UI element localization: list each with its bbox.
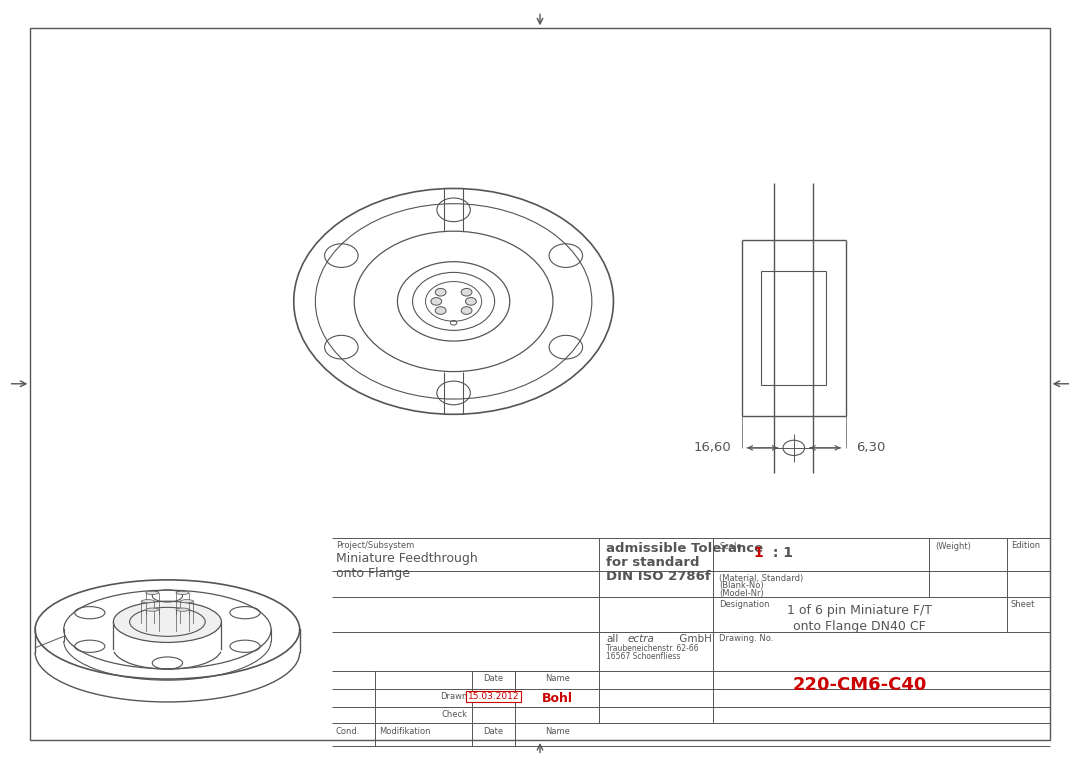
Text: for standard: for standard [606,556,700,569]
Text: (Model-Nr): (Model-Nr) [719,589,764,598]
Text: all: all [606,634,618,644]
Ellipse shape [176,591,189,594]
Circle shape [435,307,446,314]
Text: Miniature Feedthrough: Miniature Feedthrough [336,552,477,565]
Text: onto Flange: onto Flange [336,567,410,580]
Text: Scale: Scale [719,542,742,551]
Circle shape [435,288,446,296]
Text: Drawing. No.: Drawing. No. [719,634,773,643]
Text: onto Flange DN40 CF: onto Flange DN40 CF [794,620,926,633]
Text: Modifikation: Modifikation [379,727,431,736]
Ellipse shape [176,608,189,611]
Ellipse shape [146,608,159,611]
Circle shape [461,307,472,314]
Text: : 1: : 1 [768,546,793,559]
Text: Designation: Designation [719,600,770,610]
Text: Date: Date [484,727,503,736]
Text: Check: Check [442,710,468,719]
Ellipse shape [141,600,154,603]
Text: Sheet: Sheet [1011,600,1036,610]
Text: Name: Name [544,674,570,684]
Text: 6,30: 6,30 [856,441,886,455]
Circle shape [465,298,476,305]
Text: Bohl: Bohl [542,692,572,705]
Text: 1: 1 [754,546,764,559]
Text: 15.03.2012: 15.03.2012 [468,692,519,701]
Text: (Weight): (Weight) [935,542,971,551]
Text: (Material, Standard): (Material, Standard) [719,574,804,583]
Text: Project/Subsystem: Project/Subsystem [336,541,414,550]
Text: 16,60: 16,60 [693,441,731,455]
Ellipse shape [180,600,193,603]
Circle shape [431,298,442,305]
Text: ectra: ectra [627,634,654,644]
Text: 1 of 6 pin Miniature F/T: 1 of 6 pin Miniature F/T [787,604,932,617]
Text: Traubeneichenstr. 62-66: Traubeneichenstr. 62-66 [606,644,699,653]
Text: 220-CM6-C40: 220-CM6-C40 [793,676,927,694]
Ellipse shape [113,601,221,642]
Ellipse shape [146,591,159,594]
Text: Cond.: Cond. [336,727,361,736]
Text: Drawn: Drawn [441,692,468,701]
Text: GmbH: GmbH [676,634,712,644]
Text: 16567 Schoenfliess: 16567 Schoenfliess [606,652,680,662]
Text: Name: Name [544,727,570,736]
Text: Date: Date [484,674,503,684]
Text: admissible Tolerance: admissible Tolerance [606,542,762,555]
Text: (Blank-No): (Blank-No) [719,581,764,591]
Circle shape [461,288,472,296]
Text: Edition: Edition [1011,541,1040,550]
Text: DIN ISO 2786f: DIN ISO 2786f [606,570,711,583]
